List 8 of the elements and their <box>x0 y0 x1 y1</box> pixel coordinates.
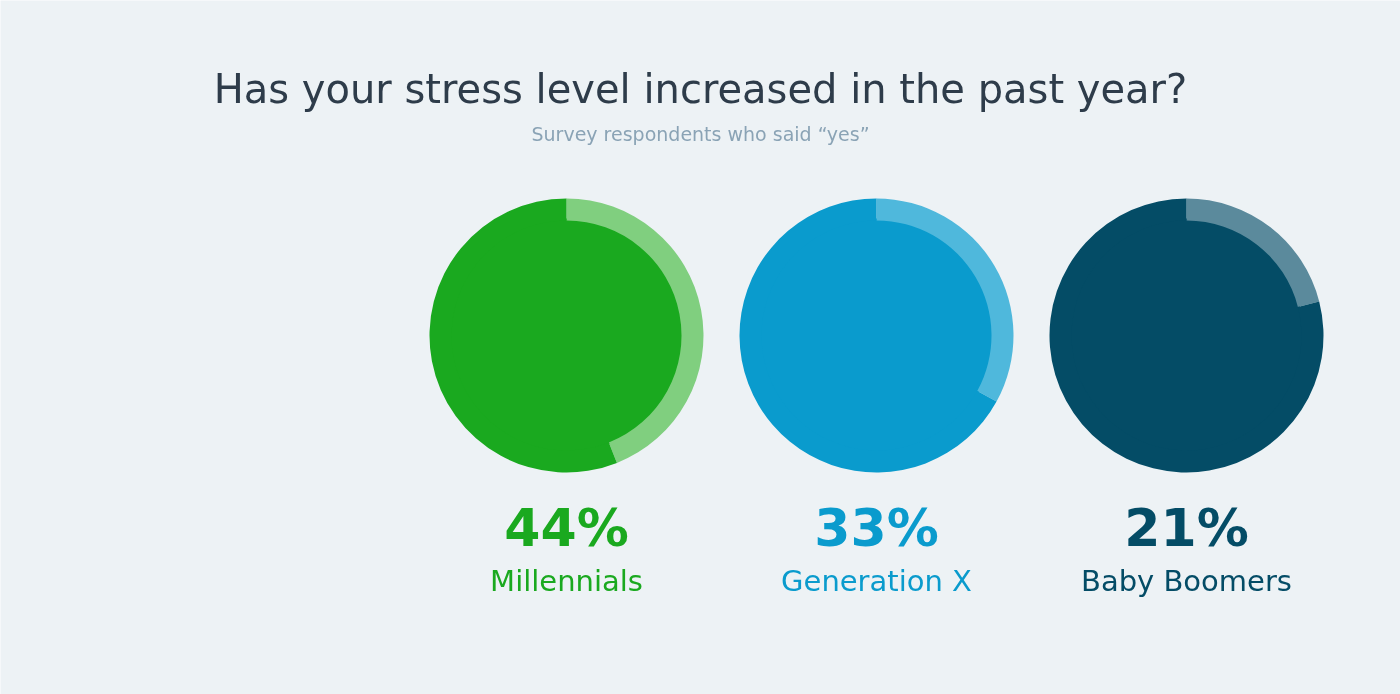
slice-label: Baby Boomers <box>1081 563 1292 598</box>
text: 21% <box>1124 497 1249 558</box>
text: 44% <box>504 497 629 558</box>
chart-subtitle: Survey respondents who said “yes” <box>531 122 870 145</box>
text: 33% <box>814 497 939 558</box>
chart-title: Has your stress level increased in the past year? <box>213 65 1188 112</box>
slice-label: Millennials <box>490 563 643 598</box>
slice-label: Generation X <box>781 563 972 598</box>
